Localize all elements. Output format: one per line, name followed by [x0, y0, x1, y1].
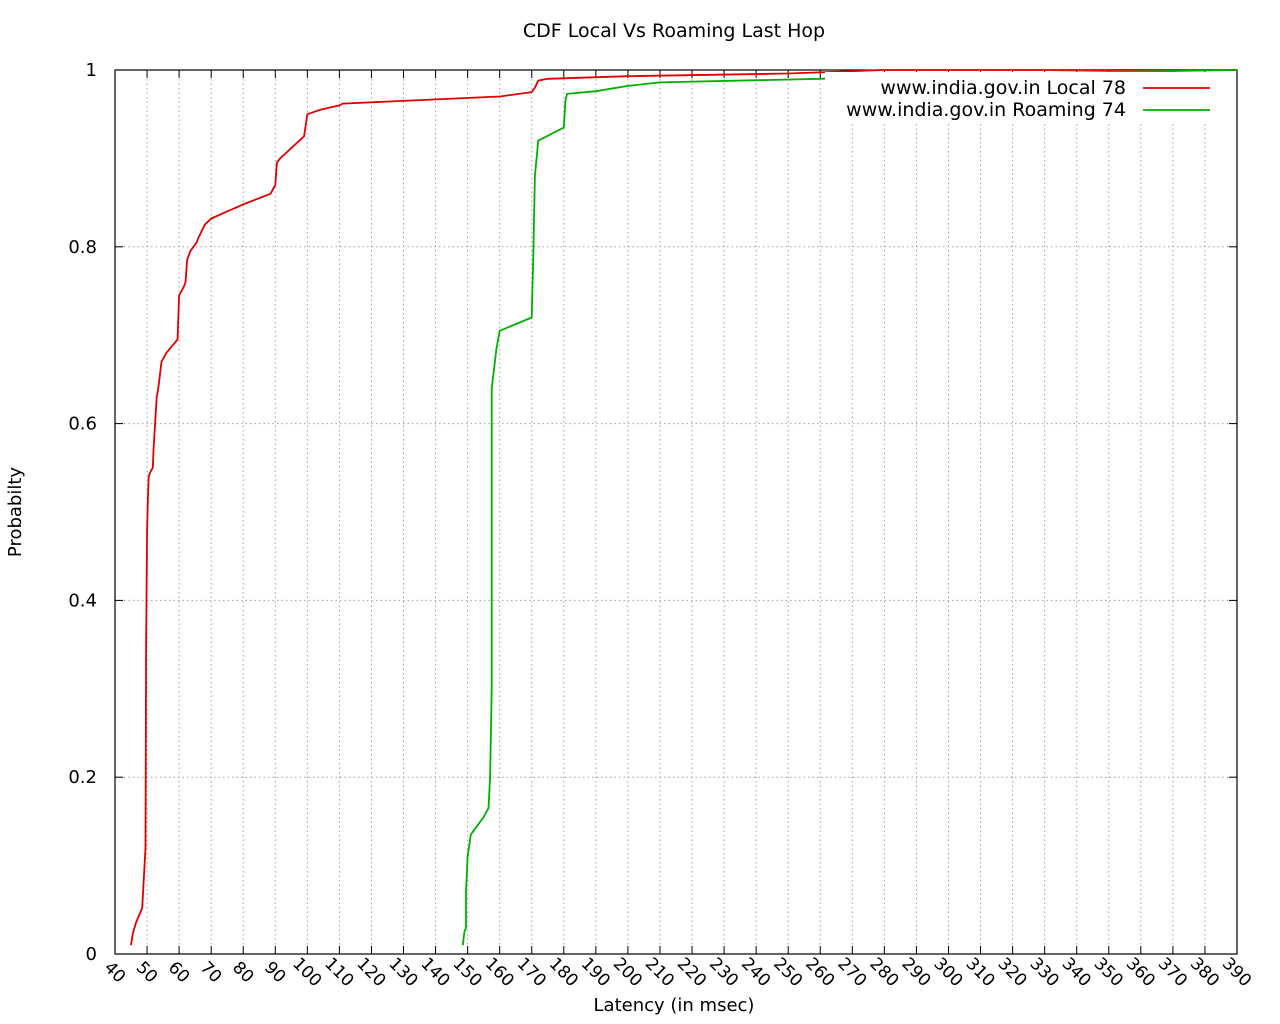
- y-tick-label: 0: [86, 944, 97, 965]
- y-tick-label: 0.2: [68, 767, 97, 788]
- legend-label-1: www.india.gov.in Roaming 74: [846, 99, 1126, 121]
- x-tick-label: 150: [449, 954, 486, 991]
- x-tick-label: 160: [481, 954, 518, 991]
- x-tick-label: 60: [164, 958, 193, 987]
- x-tick-label: 280: [865, 954, 902, 991]
- legend: www.india.gov.in Local 78www.india.gov.i…: [825, 72, 1235, 124]
- y-tick-label: 0.6: [68, 414, 97, 435]
- x-axis-label: Latency (in msec): [594, 995, 755, 1016]
- x-tick-label: 270: [833, 954, 870, 991]
- x-tick-label: 200: [609, 954, 646, 991]
- x-tick-label: 390: [1218, 954, 1255, 991]
- x-tick-label: 110: [320, 954, 357, 991]
- y-tick-label: 1: [86, 60, 97, 81]
- x-tick-label: 310: [962, 954, 999, 991]
- x-tick-label: 360: [1122, 954, 1159, 991]
- x-tick-label: 220: [673, 954, 710, 991]
- x-tick-label: 90: [260, 958, 289, 987]
- series-line-0: [131, 70, 1237, 945]
- x-tick-label: 180: [545, 954, 582, 991]
- x-tick-label: 350: [1090, 954, 1127, 991]
- x-tick-label: 370: [1154, 954, 1191, 991]
- x-tick-label: 40: [100, 958, 129, 987]
- x-tick-label: 50: [132, 958, 161, 987]
- chart-title: CDF Local Vs Roaming Last Hop: [523, 20, 825, 42]
- series-line-1: [463, 70, 1237, 945]
- x-tick-label: 170: [513, 954, 550, 991]
- x-tick-label: 320: [994, 954, 1031, 991]
- x-tick-label: 130: [385, 954, 422, 991]
- x-tick-label: 300: [929, 954, 966, 991]
- x-tick-label: 230: [705, 954, 742, 991]
- legend-label-0: www.india.gov.in Local 78: [880, 77, 1126, 99]
- plot-frame: [115, 70, 1237, 954]
- x-tick-label: 290: [897, 954, 934, 991]
- x-tick-label: 340: [1058, 954, 1095, 991]
- x-tick-label: 260: [801, 954, 838, 991]
- y-tick-label: 0.8: [68, 237, 97, 258]
- x-tick-label: 140: [417, 954, 454, 991]
- x-tick-label: 80: [228, 958, 257, 987]
- x-tick-label: 120: [352, 954, 389, 991]
- x-tick-label: 380: [1186, 954, 1223, 991]
- x-axis-ticks: 40 50 60 70 80 901001101201301401501601701801…: [100, 70, 1255, 991]
- x-tick-label: 190: [577, 954, 614, 991]
- x-tick-label: 240: [737, 954, 774, 991]
- x-tick-label: 210: [641, 954, 678, 991]
- x-tick-label: 70: [196, 958, 225, 987]
- x-tick-label: 250: [769, 954, 806, 991]
- series-lines: [131, 70, 1237, 945]
- grid-lines: [115, 70, 1237, 954]
- y-axis-label: Probabilty: [5, 467, 26, 557]
- y-tick-label: 0.4: [68, 590, 97, 611]
- x-tick-label: 100: [288, 954, 325, 991]
- x-tick-label: 330: [1026, 954, 1063, 991]
